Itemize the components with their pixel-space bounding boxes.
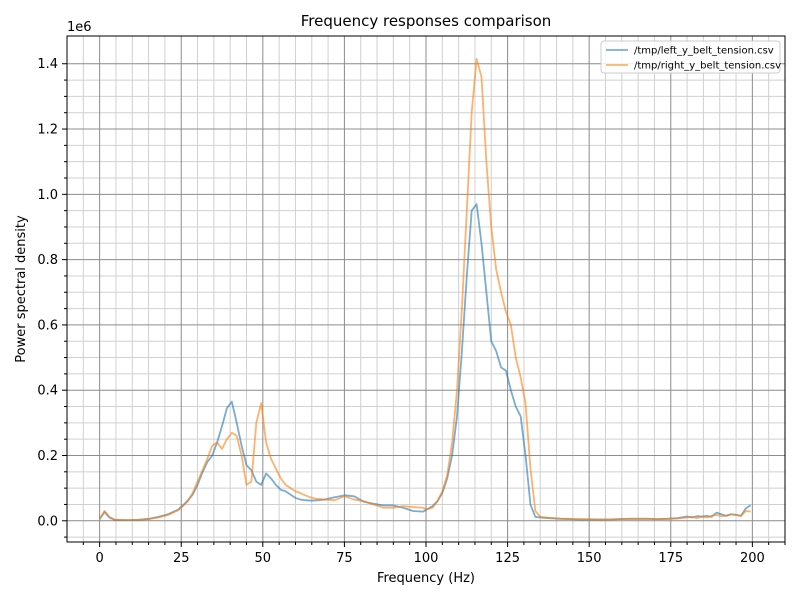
series-line-right: [98, 57, 751, 522]
x-tick-label: 200: [740, 551, 765, 566]
y-tick-label: 0.2: [37, 449, 58, 464]
legend-entry-label: /tmp/right_y_belt_tension.csv: [634, 61, 781, 72]
y-tick-label: 1.4: [37, 57, 58, 72]
y-tick-label: 0.6: [37, 318, 58, 333]
x-axis-label: Frequency (Hz): [377, 571, 475, 586]
x-tick-label: 100: [414, 551, 439, 566]
y-tick-label: 0.4: [37, 384, 58, 399]
legend-box: [600, 40, 781, 74]
legend-entry-label: /tmp/left_y_belt_tension.csv: [634, 46, 774, 57]
legend: /tmp/left_y_belt_tension.csv/tmp/right_y…: [600, 40, 781, 74]
x-tick-label: 50: [255, 551, 272, 566]
major-grid: [67, 36, 785, 542]
x-tick-label: 25: [173, 551, 190, 566]
x-tick-label: 0: [95, 551, 103, 566]
y-tick-label: 1.0: [37, 188, 58, 203]
x-tick-label: 175: [658, 551, 683, 566]
x-tick-label: 125: [495, 551, 520, 566]
y-tick-label: 0.8: [37, 253, 58, 268]
x-tick-label: 75: [336, 551, 353, 566]
x-tick-label: 150: [577, 551, 602, 566]
y-axis-ticks: 0.0 0.2 0.4 0.6 0.8 1.0 1.2 1.4: [37, 57, 67, 538]
y-axis-label: Power spectral density: [14, 215, 29, 363]
chart-title: Frequency responses comparison: [301, 12, 552, 30]
y-tick-label: 1.2: [37, 123, 58, 138]
y-tick-label: 0.0: [37, 514, 58, 529]
series-layer: [98, 57, 752, 522]
x-axis-ticks: 0 25 50 75 100 125 150 175 200: [82, 542, 786, 566]
y-offset-label: 1e6: [67, 20, 92, 35]
